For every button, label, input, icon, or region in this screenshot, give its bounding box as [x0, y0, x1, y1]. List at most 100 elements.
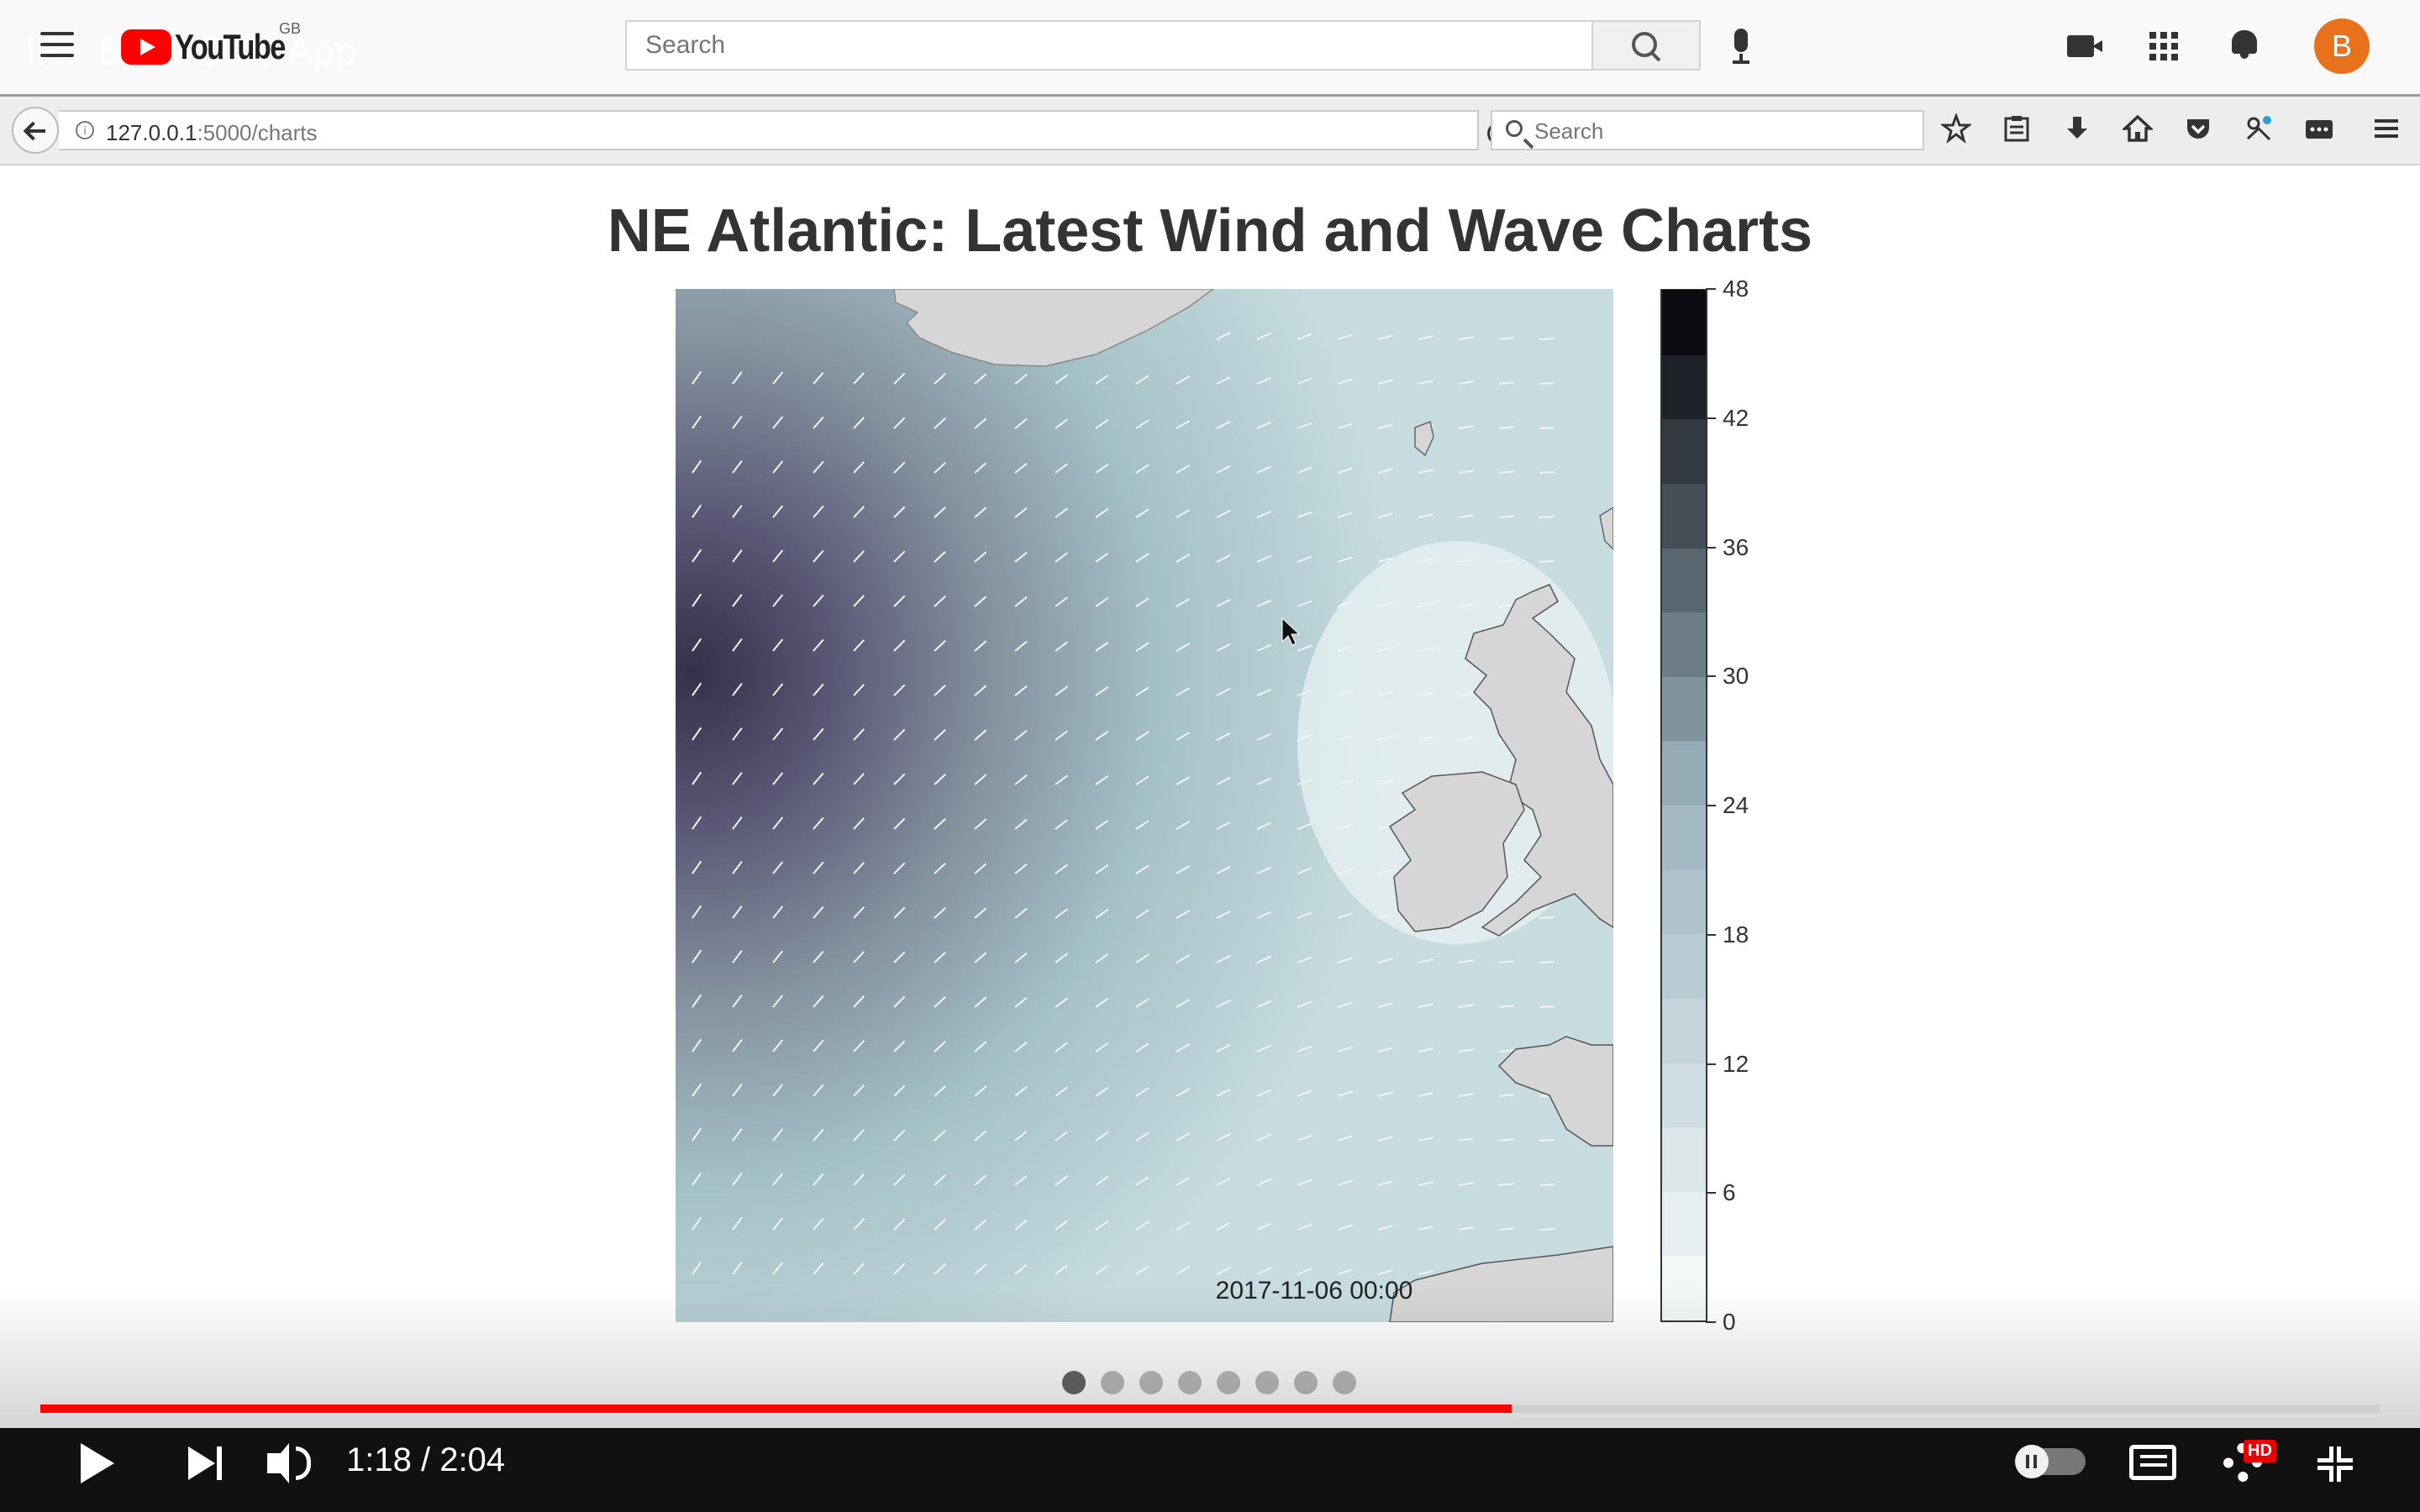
carousel-dot[interactable] — [1178, 1371, 1202, 1394]
volume-icon[interactable] — [267, 1443, 289, 1483]
reading-list-icon[interactable] — [2002, 113, 2032, 144]
microphone-icon[interactable] — [1729, 29, 1753, 66]
wind-arrow — [1297, 377, 1313, 385]
wind-arrow — [1176, 465, 1191, 474]
youtube-logo[interactable]: YouTube — [121, 27, 308, 67]
back-arrow-icon[interactable] — [12, 107, 59, 154]
address-bar[interactable]: i 127.0.0.1:5000/charts — [59, 110, 1511, 150]
wind-arrow — [1055, 685, 1068, 696]
carousel-dot[interactable] — [1294, 1371, 1318, 1394]
autoplay-toggle[interactable] — [2015, 1445, 2086, 1478]
colorbar-tick — [1706, 1192, 1716, 1194]
wind-arrow — [1216, 821, 1231, 830]
apps-grid-icon[interactable] — [2149, 32, 2178, 60]
wind-arrow — [1135, 553, 1150, 563]
colorbar-tick — [1706, 805, 1716, 806]
wind-arrow — [1176, 554, 1191, 563]
exit-fullscreen-icon[interactable] — [2314, 1443, 2356, 1485]
create-video-icon[interactable] — [2067, 35, 2102, 57]
wind-arrow — [1135, 375, 1150, 385]
wind-arrow — [934, 595, 946, 607]
carousel-dot[interactable] — [1217, 1371, 1240, 1394]
wind-arrow — [893, 1173, 906, 1186]
wind-arrow — [1418, 1137, 1434, 1142]
wind-arrow — [853, 906, 865, 919]
colorbar-label: 12 — [1723, 1050, 1749, 1077]
colorbar-step — [1662, 1255, 1706, 1320]
wind-arrow — [1135, 419, 1150, 429]
wind-arrow — [1337, 1001, 1353, 1008]
video-title-overlay: IF... Buoy Data App — [25, 29, 356, 73]
carousel-dot[interactable] — [1139, 1371, 1163, 1394]
wind-arrow — [1297, 1134, 1313, 1142]
wind-arrow — [772, 906, 784, 919]
wind-arrow — [1095, 864, 1109, 874]
wind-arrow — [1014, 863, 1028, 874]
wind-arrow — [1095, 463, 1109, 474]
wind-arrow — [1055, 1042, 1068, 1053]
wind-arrow — [1256, 688, 1271, 696]
wind-arrow — [1458, 514, 1474, 518]
home-icon[interactable] — [2123, 113, 2153, 144]
browser-search-input[interactable] — [1492, 112, 1906, 150]
youtube-search-button[interactable] — [1591, 20, 1701, 71]
wind-arrow — [1216, 1132, 1231, 1142]
wind-arrow — [1498, 426, 1515, 429]
wind-arrow — [1176, 687, 1191, 696]
colorbar-tick — [1706, 546, 1716, 549]
youtube-logo-text: YouTube — [175, 27, 286, 66]
wind-arrow — [893, 773, 906, 785]
norway-coast-land — [1599, 507, 1613, 551]
browser-search-box — [1491, 110, 1924, 150]
autoplay-pause-icon — [2015, 1445, 2049, 1478]
extension-icon[interactable] — [2244, 113, 2274, 144]
user-avatar[interactable]: B — [2314, 18, 2370, 74]
bookmark-star-icon[interactable] — [1941, 113, 1971, 144]
hamburger-menu-icon[interactable] — [40, 32, 74, 57]
wind-arrow — [1256, 732, 1271, 741]
wind-arrow — [1055, 641, 1068, 652]
wind-arrow — [1055, 1220, 1068, 1231]
colorbar-step — [1662, 869, 1706, 935]
wind-arrow — [1458, 737, 1474, 741]
wind-arrow — [1418, 691, 1434, 696]
wind-arrow — [974, 1041, 987, 1053]
wind-arrow — [813, 772, 824, 785]
wind-arrow — [1337, 1179, 1353, 1186]
next-video-icon-bar — [217, 1446, 222, 1480]
wind-arrow — [732, 505, 743, 518]
wind-arrow — [732, 549, 743, 563]
pocket-icon[interactable] — [2183, 113, 2213, 144]
wind-arrow — [1135, 464, 1150, 474]
info-icon[interactable]: i — [76, 121, 94, 139]
wind-arrow — [1377, 379, 1393, 385]
chart-timestamp: 2017-11-06 00:00 — [1216, 1277, 1413, 1305]
youtube-header: IF... Buoy Data App YouTube GB B — [0, 0, 2420, 94]
wind-arrow — [692, 593, 702, 607]
next-video-icon[interactable] — [188, 1446, 215, 1480]
youtube-search-box — [625, 20, 1593, 71]
carousel-dot[interactable] — [1333, 1371, 1356, 1394]
carousel-dot[interactable] — [1255, 1371, 1279, 1394]
carousel-dot[interactable] — [1101, 1371, 1124, 1394]
play-icon[interactable] — [81, 1443, 114, 1483]
subtitles-icon[interactable] — [2129, 1445, 2176, 1480]
wind-arrow — [1055, 730, 1068, 741]
notifications-bell-icon[interactable] — [2232, 30, 2257, 59]
browser-menu-icon[interactable] — [2371, 113, 2402, 144]
wind-arrow — [1014, 685, 1028, 696]
download-icon[interactable] — [2062, 113, 2092, 144]
video-progress-bar[interactable] — [40, 1404, 2380, 1413]
wind-arrow — [1418, 958, 1434, 963]
more-tools-icon[interactable] — [2304, 113, 2334, 144]
wind-arrow — [813, 371, 824, 385]
wind-arrow — [1337, 1268, 1353, 1275]
wind-arrow — [1498, 381, 1515, 385]
wind-arrow — [1176, 865, 1191, 874]
carousel-dot[interactable] — [1062, 1371, 1086, 1394]
wind-arrow — [893, 461, 906, 474]
wind-arrow — [1337, 1090, 1353, 1097]
youtube-search-input[interactable] — [627, 22, 1588, 69]
colorbar-step — [1662, 805, 1706, 870]
wind-arrow — [853, 595, 865, 607]
